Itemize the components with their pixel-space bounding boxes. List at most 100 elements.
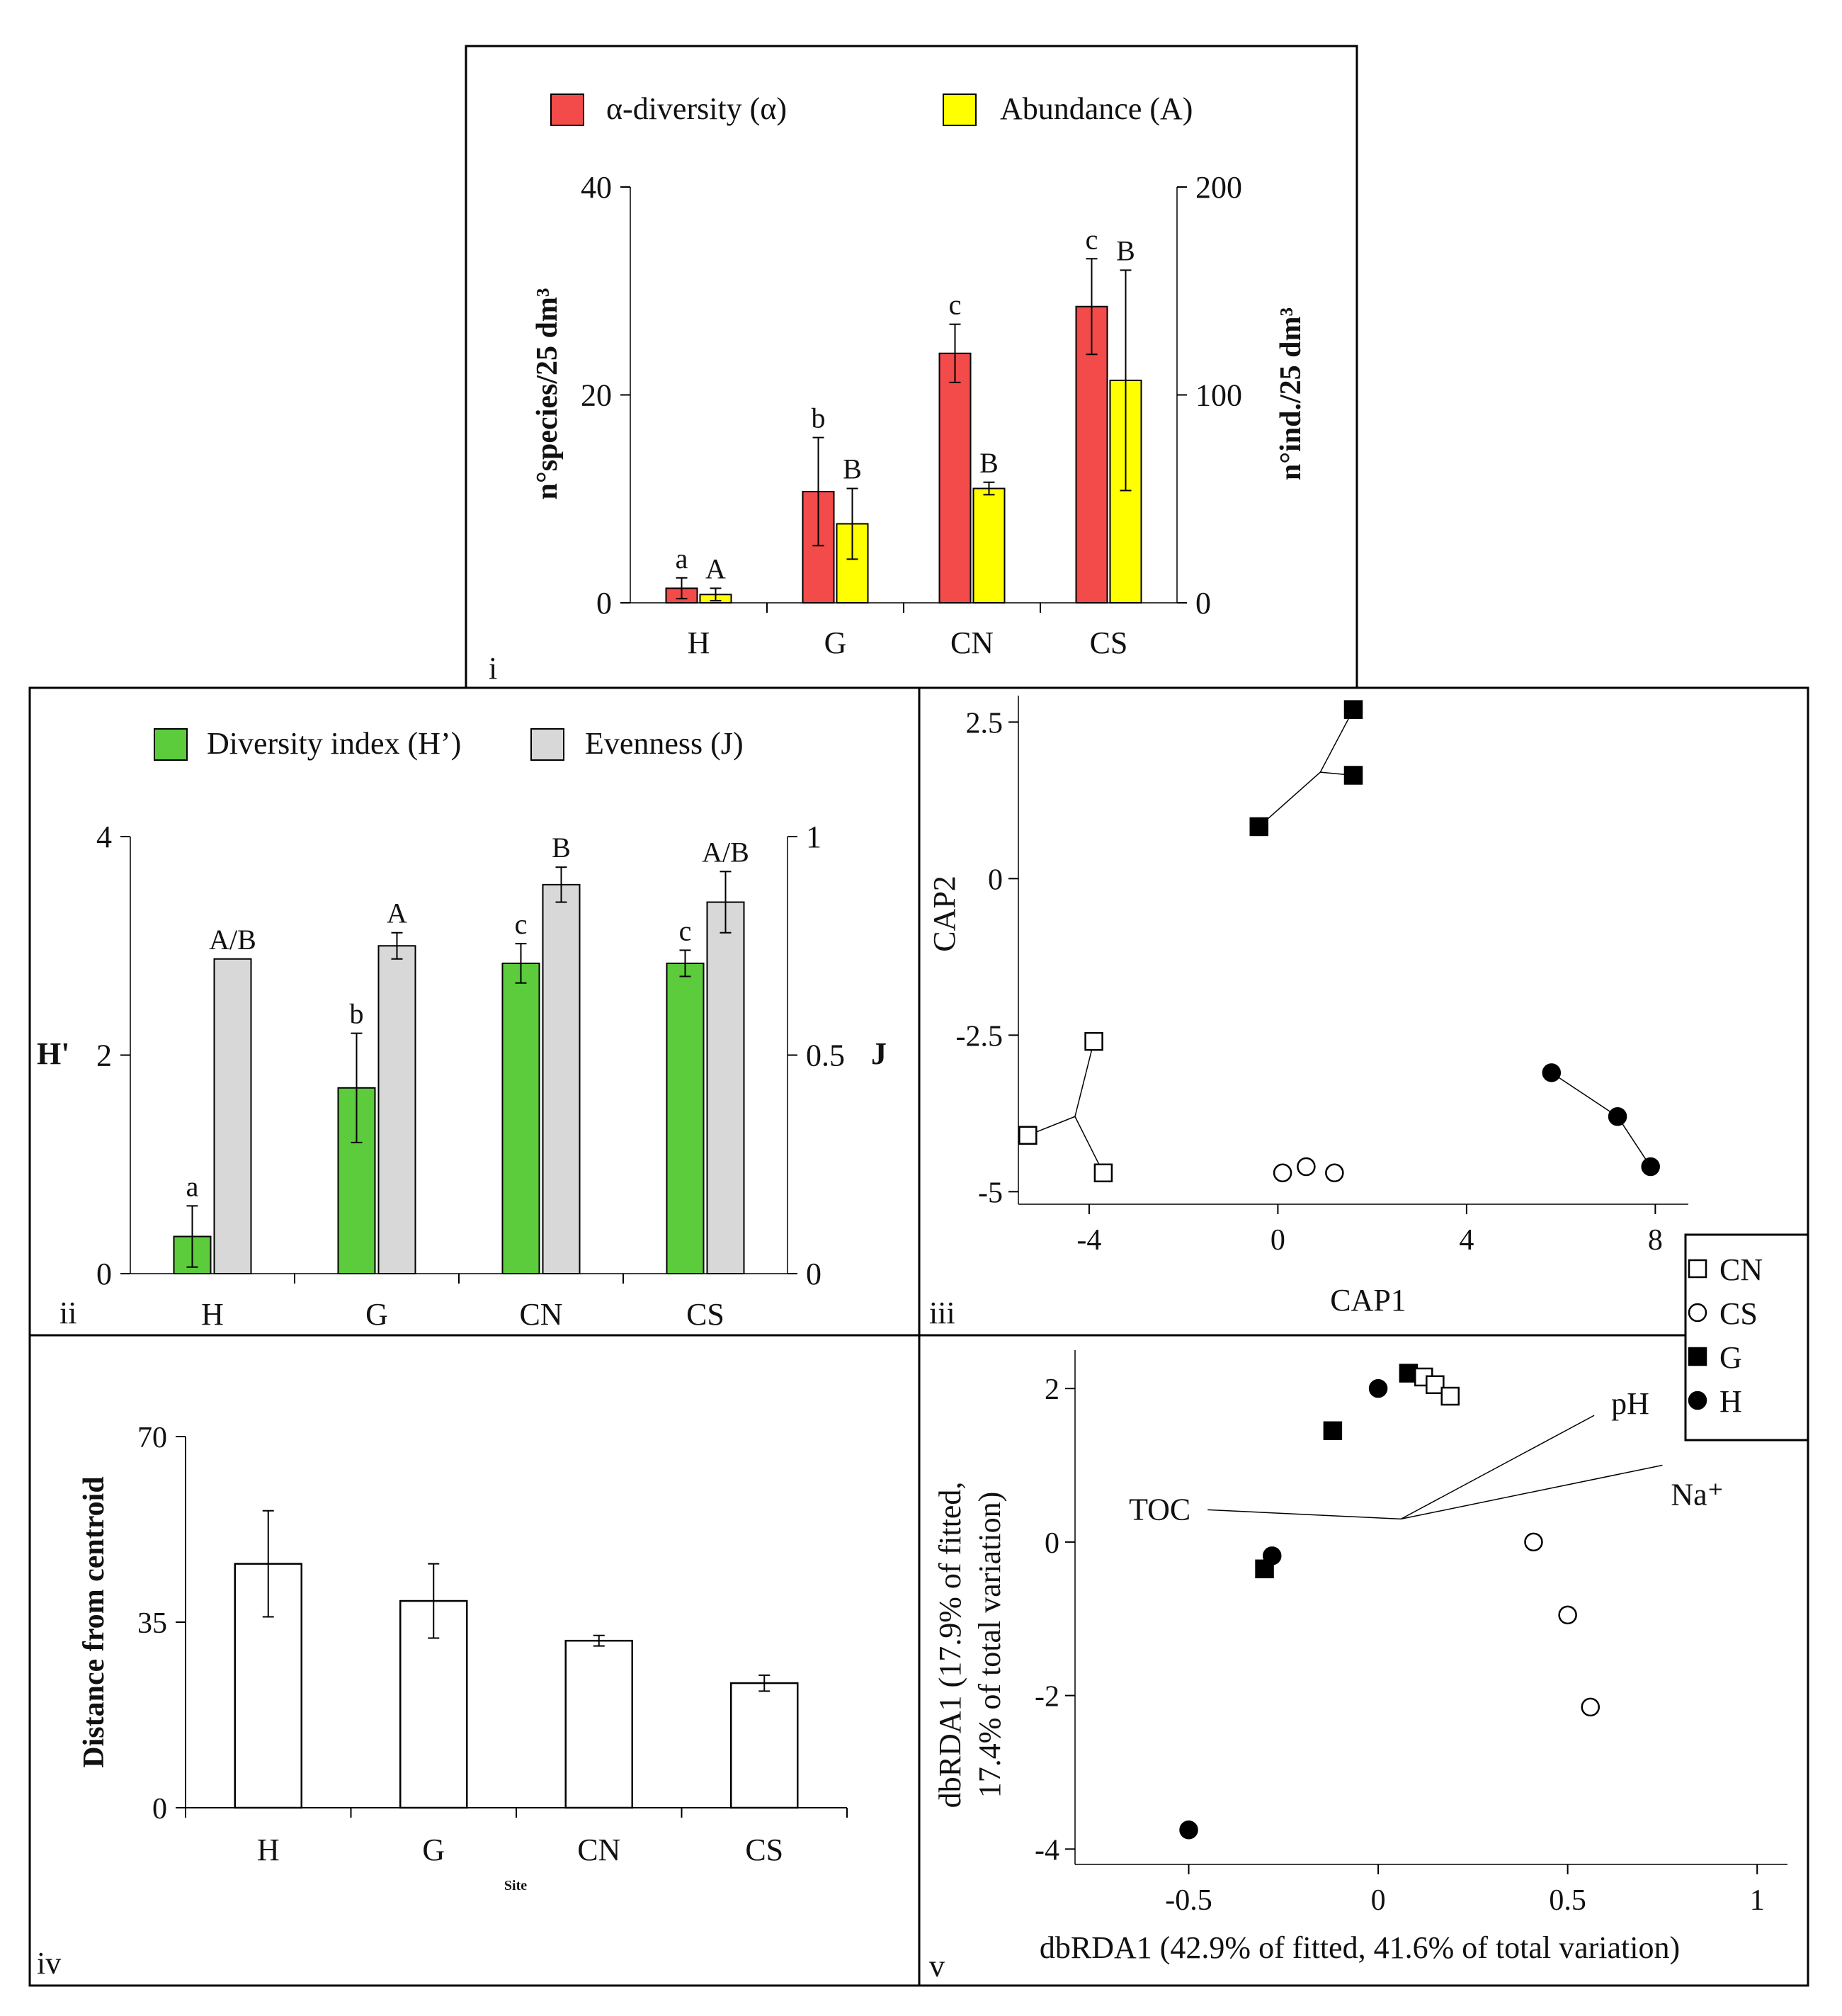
significance-letter: a	[186, 1170, 199, 1202]
centroid-spoke	[1074, 1041, 1095, 1117]
y-tick-label: 35	[137, 1607, 167, 1640]
panel-ii-label: ii	[59, 1296, 76, 1330]
y-axis-title: Distance from centroid	[78, 1476, 110, 1767]
bar	[730, 1682, 799, 1809]
data-point-cs	[1558, 1605, 1577, 1625]
data-point-h	[1368, 1378, 1388, 1398]
x-tick-label: 1	[1750, 1884, 1765, 1917]
significance-letter: c	[515, 908, 528, 940]
y-tick-label-left: 4	[96, 820, 112, 854]
x-tick-label: G	[365, 1297, 388, 1332]
y-tick-label: 0	[1045, 1527, 1059, 1560]
y-tick-label: -5	[978, 1177, 1003, 1209]
group-connector	[1551, 1072, 1618, 1117]
data-point-g	[1343, 766, 1363, 785]
bar	[542, 883, 581, 1274]
y-axis-title-line1: dbRDA1 (17.9% of fitted,	[933, 1482, 967, 1808]
data-point-g	[1249, 817, 1269, 837]
y-axis-title-right: J	[871, 1036, 887, 1071]
data-point-cs	[1524, 1532, 1543, 1552]
y-tick-label-left: 20	[581, 378, 612, 413]
y-tick-label-left: 40	[581, 170, 612, 205]
bar	[501, 962, 540, 1275]
y-tick-label-right: 0	[1195, 586, 1211, 621]
legend-label-cn: CN	[1719, 1252, 1763, 1287]
panel-iii-chart: CAP1 CAP2 -5 -2.5 0 2.5 -4 0 4 8 CN CS GH	[927, 696, 1809, 1442]
y-tick-label-right: 1	[806, 820, 821, 854]
data-point-cs	[1273, 1163, 1292, 1183]
panel-i-label: i	[489, 651, 497, 686]
centroid-spoke	[1258, 771, 1321, 827]
x-axis-title: Site	[504, 1878, 527, 1893]
bar	[938, 352, 972, 604]
legend-label-cs: CS	[1719, 1296, 1758, 1331]
y-tick-label-right: 0.5	[806, 1038, 845, 1073]
panel-ii-chart: Diversity index (H’) Evenness (J) H' J 0…	[37, 726, 887, 1332]
legend-marker-cn	[1688, 1259, 1707, 1279]
panel-v-label: v	[929, 1949, 945, 1983]
y-axis-title-left: H'	[37, 1036, 69, 1071]
data-point-h	[1263, 1546, 1282, 1565]
data-point-cs	[1581, 1697, 1600, 1717]
x-tick-label: CN	[519, 1297, 562, 1332]
data-point-h	[1641, 1157, 1660, 1177]
data-point-g	[1343, 700, 1363, 719]
significance-letter: a	[676, 543, 688, 574]
x-tick-label: H	[688, 625, 710, 660]
y-axis-title-right: n°ind./25 dm³	[1275, 307, 1307, 480]
data-point-g	[1323, 1421, 1343, 1441]
y-axis-title-left: n°species/25 dm³	[531, 288, 564, 500]
x-tick-label: 0.5	[1549, 1884, 1586, 1917]
x-tick-label: CN	[950, 625, 994, 660]
x-axis-title: CAP1	[1330, 1283, 1406, 1318]
data-point-h	[1608, 1106, 1627, 1126]
vector-label: Na⁺	[1671, 1478, 1724, 1512]
significance-letter: c	[1086, 223, 1098, 255]
y-tick-label: -2.5	[956, 1020, 1004, 1053]
data-point-cn	[1426, 1375, 1445, 1395]
data-point-h	[1542, 1063, 1562, 1082]
x-tick-label: -4	[1076, 1224, 1101, 1257]
x-tick-label: CS	[686, 1297, 724, 1332]
bar	[1075, 305, 1108, 604]
x-tick-label: G	[824, 625, 847, 660]
vector-line	[1207, 1509, 1402, 1520]
y-tick-label-right: 200	[1195, 170, 1242, 205]
vector-line	[1400, 1415, 1595, 1520]
data-point-h	[1179, 1820, 1198, 1840]
x-tick-label: -0.5	[1165, 1884, 1212, 1917]
bar	[666, 962, 705, 1275]
significance-letter: B	[843, 453, 862, 485]
legend-label-diversity: Diversity index (H’)	[207, 726, 461, 761]
legend-swatch-diversity	[154, 728, 188, 761]
y-tick-label-left: 0	[596, 586, 612, 621]
x-tick-label: 8	[1648, 1224, 1663, 1257]
y-tick-label-right: 100	[1195, 378, 1242, 413]
legend-marker-g	[1688, 1347, 1707, 1366]
centroid-spoke	[1319, 709, 1354, 773]
y-axis-title-line2: 17.4% of total variation)	[972, 1492, 1007, 1799]
significance-letter: A/B	[209, 924, 256, 956]
legend-swatch-abundance	[943, 94, 977, 126]
panel-iii-label: iii	[929, 1296, 955, 1330]
significance-letter: B	[979, 447, 999, 479]
y-tick-label: -2	[1035, 1681, 1059, 1714]
significance-letter: A	[387, 897, 407, 929]
bar	[564, 1639, 633, 1809]
data-point-cn	[1084, 1031, 1103, 1051]
x-axis-title: dbRDA1 (42.9% of fitted, 41.6% of total …	[1040, 1930, 1680, 1965]
panel-v-chart: dbRDA1 (42.9% of fitted, 41.6% of total …	[933, 1350, 1787, 1965]
group-connector	[1617, 1116, 1651, 1167]
legend-swatch-evenness	[530, 728, 564, 761]
panel-ii-frame	[28, 686, 921, 1337]
data-point-cn	[1440, 1386, 1460, 1406]
legend-label-alpha: α-diversity (α)	[606, 91, 787, 126]
x-tick-label: 0	[1270, 1224, 1285, 1257]
y-tick-label: 70	[137, 1422, 167, 1454]
centroid-spoke	[1074, 1116, 1104, 1174]
legend-marker-h	[1688, 1391, 1707, 1410]
x-tick-label: H	[257, 1833, 280, 1867]
significance-letter: b	[812, 402, 826, 434]
legend-label-h: H	[1719, 1384, 1742, 1419]
